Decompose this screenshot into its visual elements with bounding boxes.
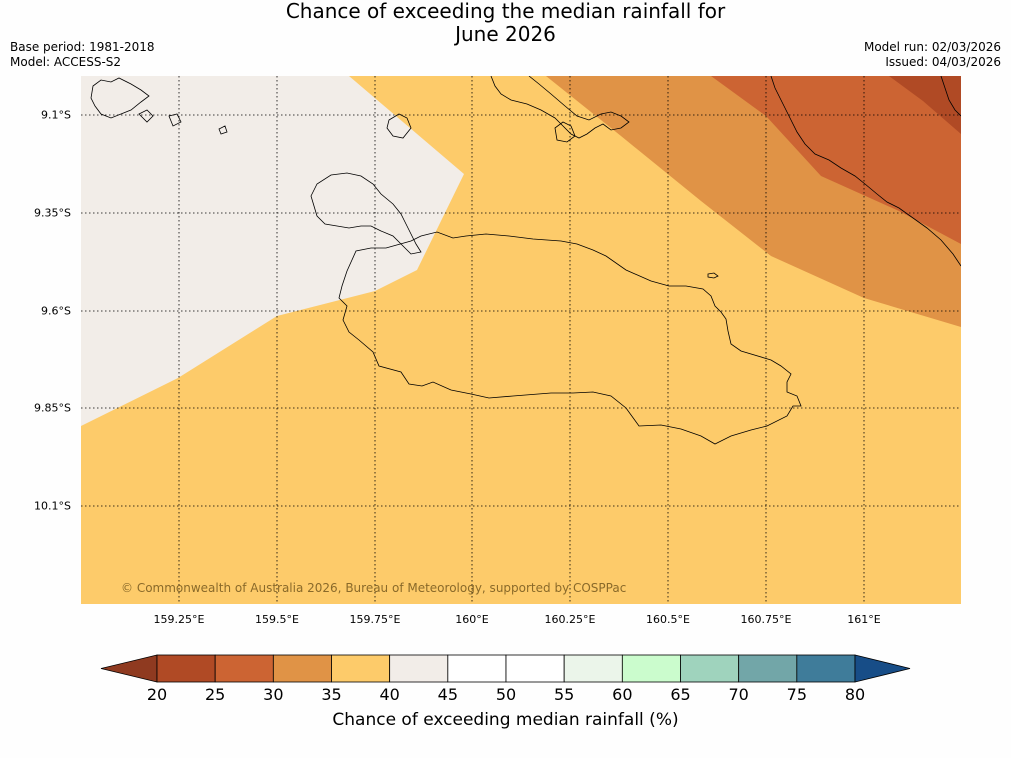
colorbar-tick-label: 65 — [670, 685, 691, 704]
lon-label-160.25: 160.25°E — [544, 613, 596, 626]
title-line-2: June 2026 — [455, 22, 556, 46]
lat-label-9.1: 9.1°S — [41, 108, 71, 122]
lon-label-160.5: 160.5°E — [646, 613, 690, 626]
colorbar-over-triangle — [854, 654, 911, 683]
colorbar-tick-label: 70 — [728, 685, 749, 704]
colorbar-tick-label: 75 — [786, 685, 808, 704]
model-name: Model: ACCESS-S2 — [10, 55, 122, 69]
colorbar-tick-label: 35 — [321, 685, 342, 704]
lon-label-160: 160°E — [455, 613, 489, 626]
colorbar-tick-label: 50 — [495, 685, 517, 704]
coastline-malaita — [770, 76, 961, 267]
coastline-russell — [90, 77, 150, 119]
colorbar — [100, 654, 911, 683]
colorbar-tick-label: 20 — [146, 685, 168, 704]
region-25-30 — [711, 76, 961, 244]
lat-label-9.6: 9.6°S — [41, 304, 71, 318]
colorbar-segment — [447, 654, 507, 683]
colorbar-segment — [331, 654, 391, 683]
region-20-25 — [889, 76, 961, 134]
colorbar-tick-label: 60 — [612, 685, 633, 704]
coastline-guadalcanal — [338, 231, 802, 445]
colorbar-segment — [796, 654, 856, 683]
colorbar-segment — [738, 654, 798, 683]
lat-label-9.35: 9.35°S — [34, 206, 71, 220]
coastline-ngella-east — [490, 76, 630, 139]
coastline-nggela — [310, 172, 422, 255]
issued-date: Issued: 04/03/2026 — [885, 55, 1001, 69]
coastline-malaita-north — [940, 76, 961, 117]
colorbar-tick-label: 40 — [379, 685, 400, 704]
lon-label-160.75: 160.75°E — [740, 613, 792, 626]
colorbar-segment — [505, 654, 565, 683]
colorbar-segment — [680, 654, 740, 683]
title-line-1: Chance of exceeding the median rainfall … — [285, 0, 726, 23]
lon-label-159.5: 159.5°E — [255, 613, 299, 626]
lon-label-159.25: 159.25°E — [153, 613, 205, 626]
map-panel — [81, 76, 961, 604]
coastlines — [90, 76, 961, 445]
copyright-notice: © Commonwealth of Australia 2026, Bureau… — [121, 581, 627, 595]
lat-label-10.1: 10.1°S — [34, 499, 71, 513]
lon-label-159.75: 159.75°E — [349, 613, 401, 626]
map-svg — [81, 76, 961, 604]
colorbar-title: Chance of exceeding median rainfall (%) — [332, 710, 679, 730]
colorbar-segment — [621, 654, 681, 683]
lat-label-9.85: 9.85°S — [34, 401, 71, 415]
colorbar-segment — [214, 654, 274, 683]
colorbar-tick-label: 25 — [204, 685, 226, 704]
region-40-45 — [81, 76, 464, 426]
colorbar-segment — [272, 654, 332, 683]
base-period: Base period: 1981-2018 — [10, 40, 155, 54]
colorbar-tick-label: 80 — [844, 685, 866, 704]
model-run: Model run: 02/03/2026 — [863, 40, 1001, 54]
colorbar-tick-label: 55 — [553, 685, 575, 704]
lon-label-161: 161°E — [847, 613, 881, 626]
colorbar-segment — [156, 654, 216, 683]
colorbar-segment — [563, 654, 623, 683]
colorbar-tick-label: 30 — [263, 685, 284, 704]
colorbar-tick-label: 45 — [437, 685, 459, 704]
colorbar-segment — [389, 654, 449, 683]
meta-left: Base period: 1981-2018 Model: ACCESS-S2 — [10, 40, 155, 70]
meta-right: Model run: 02/03/2026 Issued: 04/03/2026 — [864, 40, 1001, 70]
colorbar-under-triangle — [100, 654, 158, 683]
coastline-florida-blob — [386, 113, 412, 139]
chart-title: Chance of exceeding the median rainfall … — [0, 0, 1011, 46]
coastline-russell-small-1 — [138, 109, 154, 123]
coastline-mbokonimbeti — [554, 121, 576, 143]
coastline-savo — [707, 272, 719, 279]
gridlines — [81, 76, 961, 604]
coastline-russell-small-3 — [218, 125, 228, 135]
